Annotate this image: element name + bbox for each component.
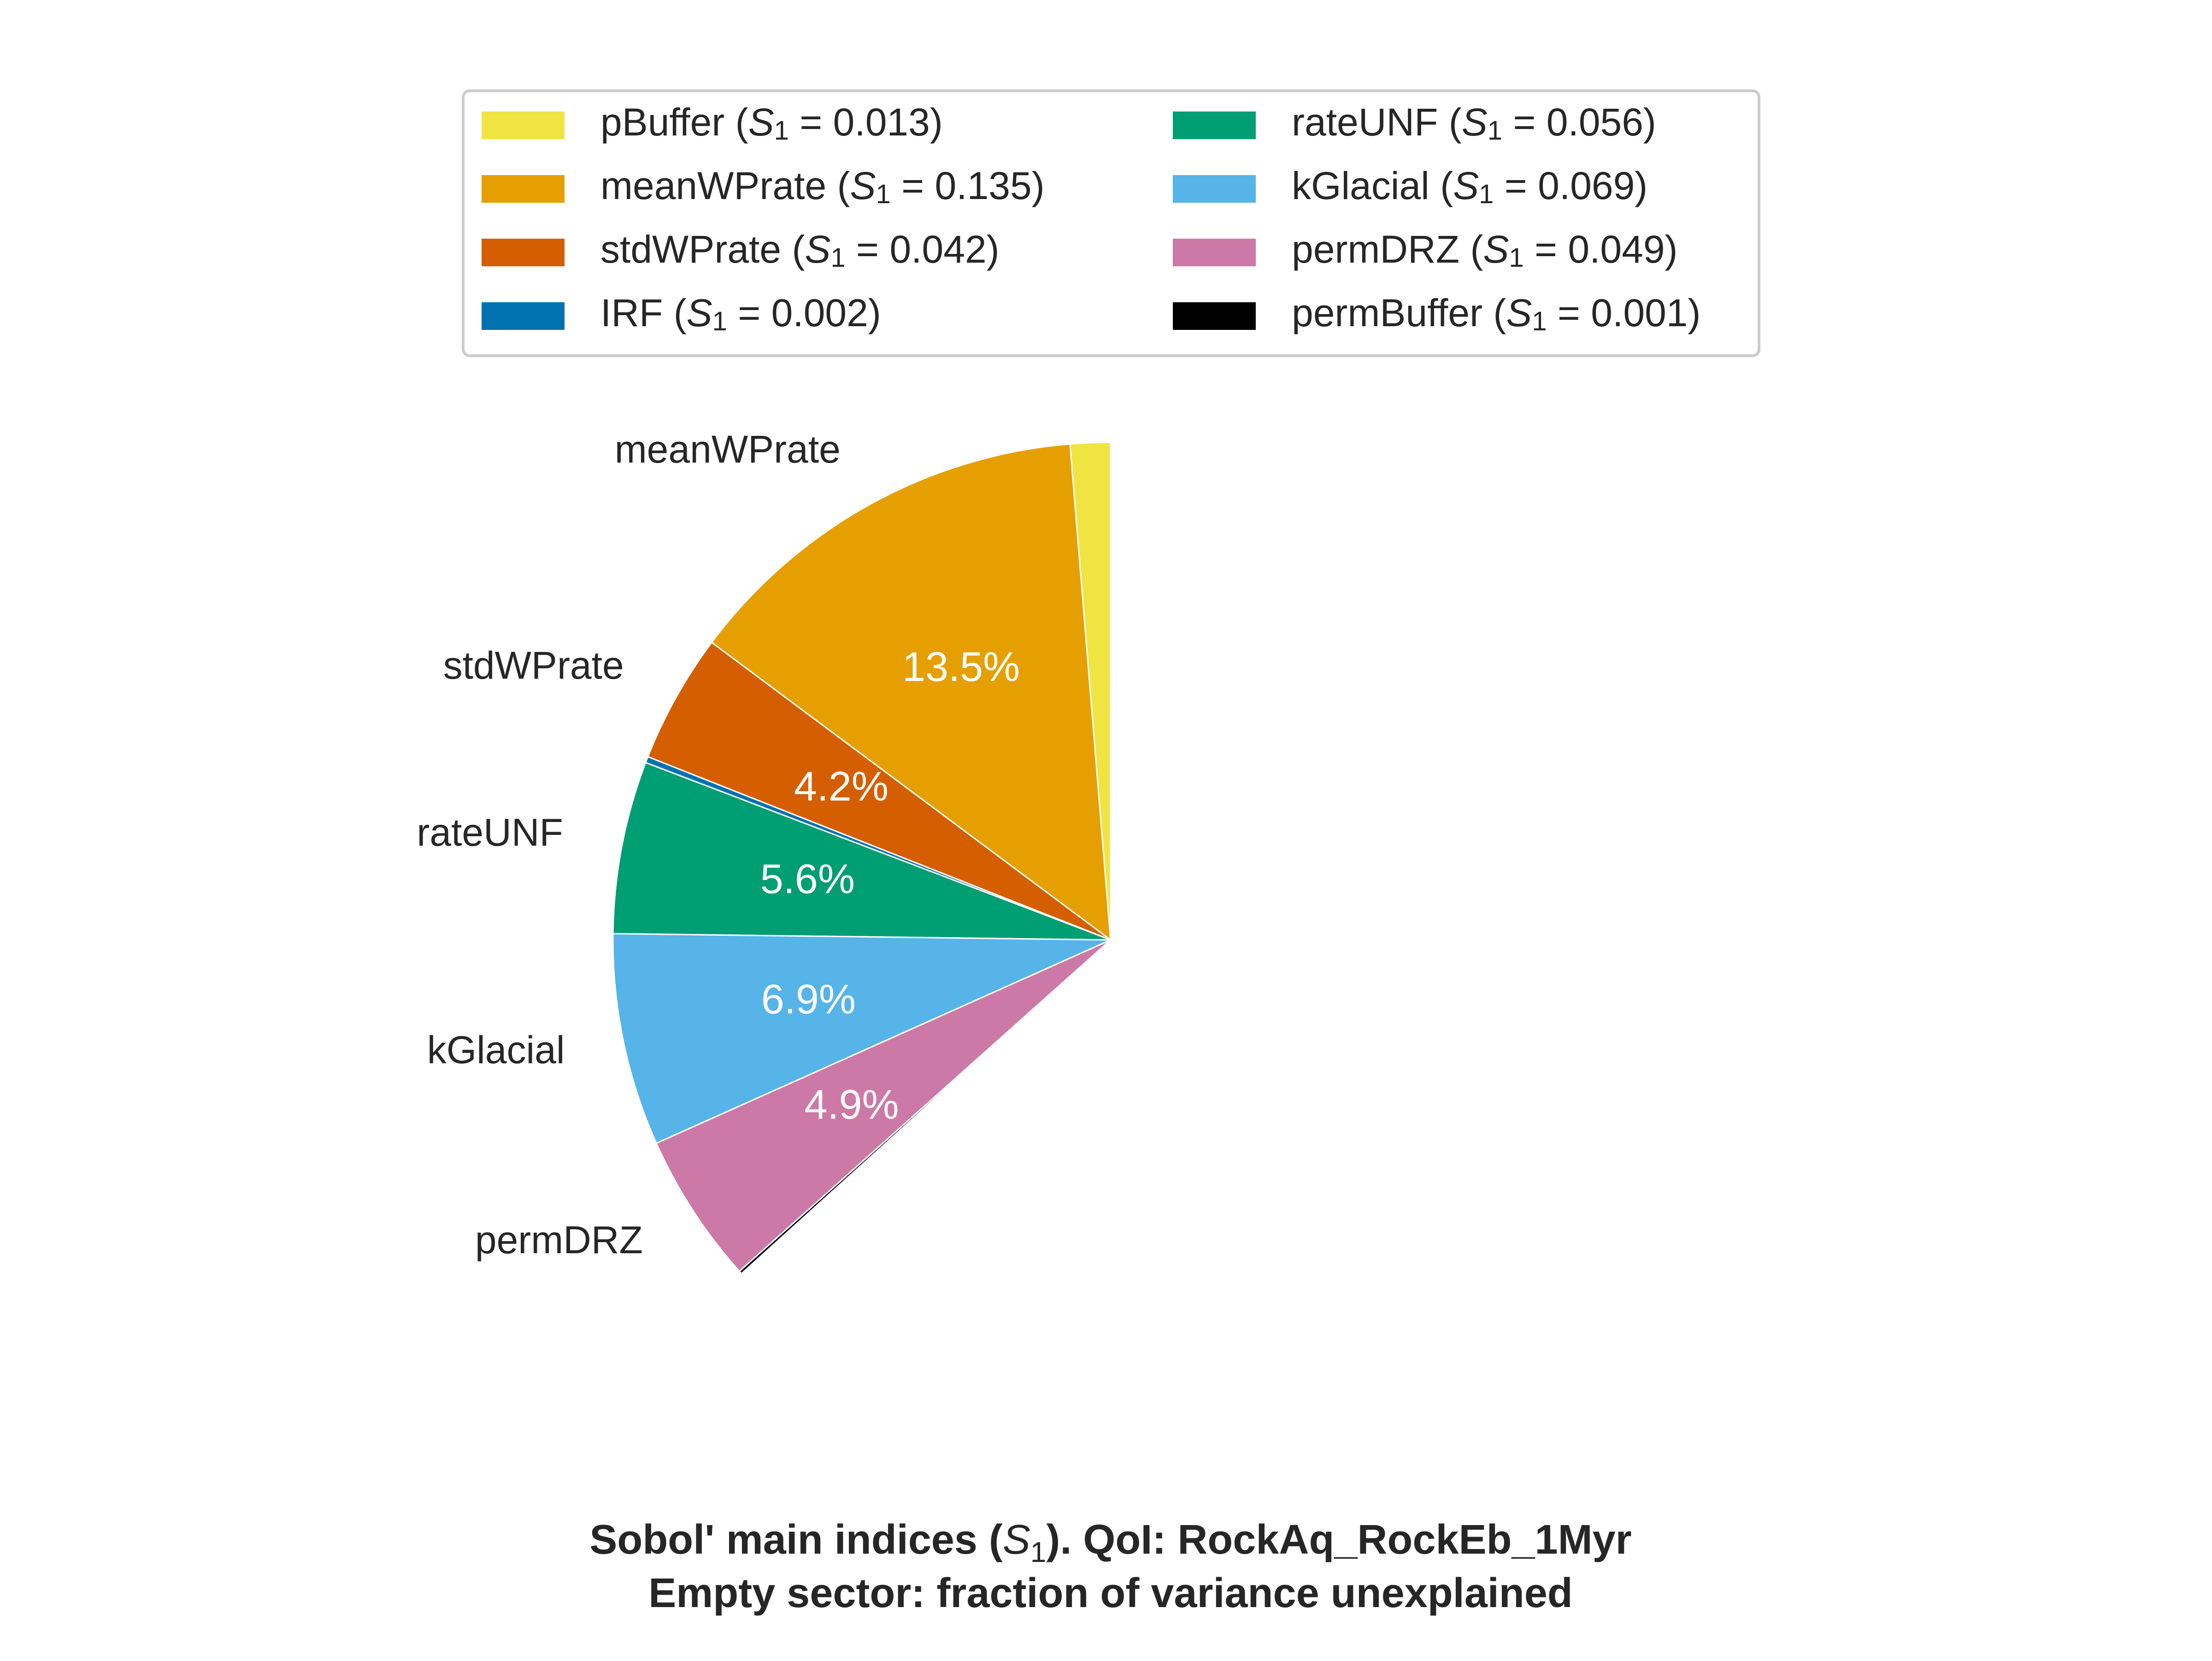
legend-swatch-p-buffer <box>482 112 565 139</box>
pie-slices <box>612 441 1112 1274</box>
legend: pBuffer (S1 = 0.013) meanWPrate (S1 = 0.1… <box>462 89 1760 357</box>
legend-item-irf: IRF (S1 = 0.002) <box>482 291 881 336</box>
legend-label-mean-wprate: meanWPrate (S1 = 0.135) <box>600 164 1045 209</box>
slice-perm-buffer <box>738 939 1112 1274</box>
title-text: Sobol' main indices (S1). QoI: RockAq_Ro… <box>589 1517 1631 1568</box>
legend-label-std-wprate: stdWPrate (S1 = 0.042) <box>600 228 1000 273</box>
legend-label-p-buffer: pBuffer (S1 = 0.013) <box>600 100 943 146</box>
legend-label-k-glacial: kGlacial (S1 = 0.069) <box>1292 164 1647 209</box>
legend-swatch-k-glacial <box>1173 175 1256 203</box>
slice-pct-std-wprate: 4.2% <box>794 763 888 810</box>
legend-frame <box>462 89 1760 357</box>
slice-label-rate-unf: rateUNF <box>417 810 563 854</box>
slice-percent-labels: 13.5% 4.2% 5.6% 6.9% 4.9% <box>760 644 1020 1128</box>
legend-item-rate-unf: rateUNF (S1 = 0.056) <box>1173 100 1656 146</box>
slice-pct-mean-wprate: 13.5% <box>902 644 1020 690</box>
legend-label-perm-buffer: permBuffer (S1 = 0.001) <box>1292 291 1701 336</box>
legend-swatch-std-wprate <box>482 239 565 266</box>
slice-name-labels: meanWPrate stdWPrate rateUNF kGlacial permDR… <box>417 428 840 1262</box>
legend-item-k-glacial: kGlacial (S1 = 0.069) <box>1173 164 1647 209</box>
legend-item-perm-drz: permDRZ (S1 = 0.049) <box>1173 228 1678 273</box>
slice-pct-k-glacial: 6.9% <box>761 977 856 1023</box>
legend-item-p-buffer: pBuffer (S1 = 0.013) <box>482 100 943 146</box>
slice-label-k-glacial: kGlacial <box>427 1028 565 1071</box>
legend-item-mean-wprate: meanWPrate (S1 = 0.135) <box>482 164 1045 209</box>
legend-swatch-perm-drz <box>1173 239 1256 266</box>
slice-perm-drz <box>655 939 1112 1272</box>
legend-label-irf: IRF (S1 = 0.002) <box>600 291 881 336</box>
title-subscript: 1 <box>1030 1537 1046 1568</box>
legend-swatch-mean-wprate <box>482 175 565 203</box>
legend-label-rate-unf: rateUNF (S1 = 0.056) <box>1292 100 1656 146</box>
title-prefix: Sobol' main indices ( <box>589 1517 1003 1563</box>
title-symbol: S <box>1003 1517 1030 1563</box>
slice-k-glacial <box>612 933 1112 1144</box>
slice-label-perm-drz: permDRZ <box>475 1218 643 1262</box>
legend-items: pBuffer (S1 = 0.013) meanWPrate (S1 = 0.1… <box>482 100 1701 336</box>
slice-rate-unf <box>612 762 1112 941</box>
title-suffix: ). QoI: RockAq_RockEb_1Myr <box>1046 1517 1631 1563</box>
legend-label-perm-drz: permDRZ (S1 = 0.049) <box>1292 228 1678 273</box>
legend-swatch-irf <box>482 302 565 330</box>
slice-label-std-wprate: stdWPrate <box>443 644 624 687</box>
slice-pct-perm-drz: 4.9% <box>804 1082 899 1128</box>
legend-item-perm-buffer: permBuffer (S1 = 0.001) <box>1173 291 1701 336</box>
chart-title: Sobol' main indices (S1). QoI: RockAq_Ro… <box>589 1517 1631 1616</box>
legend-item-std-wprate: stdWPrate (S1 = 0.042) <box>482 228 1000 273</box>
slice-pct-rate-unf: 5.6% <box>760 856 855 902</box>
subtitle-text: Empty sector: fraction of variance unexp… <box>648 1570 1573 1616</box>
slice-std-wprate <box>647 641 1112 941</box>
legend-swatch-perm-buffer <box>1173 302 1256 330</box>
slice-mean-wprate <box>711 443 1112 941</box>
slice-label-mean-wprate: meanWPrate <box>615 428 841 471</box>
legend-swatch-rate-unf <box>1173 112 1256 139</box>
